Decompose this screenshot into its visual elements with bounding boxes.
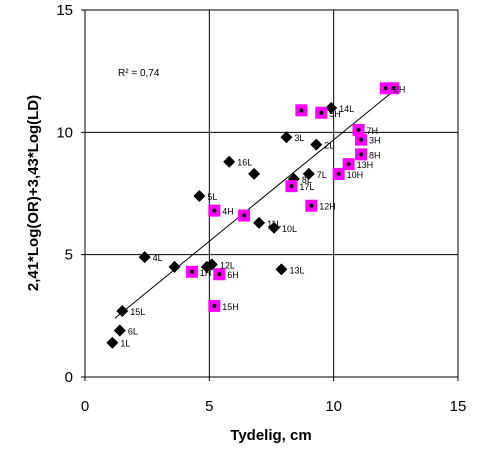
y-tick-label: 0	[65, 369, 73, 386]
y-tick-labels: 0 5 10 15	[56, 2, 73, 386]
square-marker-dot	[359, 137, 364, 142]
point-label: 6H	[227, 270, 239, 280]
diamond-marker	[116, 304, 129, 317]
square-marker-dot	[359, 152, 364, 157]
x-axis-title: Tydelig, cm	[230, 427, 311, 444]
y-tick-label: 5	[65, 247, 73, 264]
diamond-marker	[275, 263, 288, 276]
point-labels: 1L 6L 15L 4L 5L 12L 16L 11L 10L 13L 3L 8L 7L 2L 14L 1H 1…	[120, 84, 405, 348]
y-tick-label: 10	[56, 124, 73, 141]
point-label: 3L	[294, 133, 304, 143]
square-marker-dot	[299, 108, 304, 113]
point-label: 12L	[220, 260, 235, 270]
point-label: 5L	[207, 192, 217, 202]
diamond-marker	[168, 260, 181, 273]
square-marker-dot	[212, 208, 217, 213]
point-label: 8L	[302, 175, 312, 185]
square-marker-dot	[391, 86, 396, 91]
diamond-marker	[106, 336, 119, 349]
diamond-marker	[113, 324, 126, 337]
point-label: 10L	[282, 224, 297, 234]
point-label: 4L	[153, 253, 163, 263]
square-marker-dot	[336, 171, 341, 176]
square-marker-dot	[242, 213, 247, 218]
diamond-marker	[267, 221, 280, 234]
point-label: 13H	[357, 160, 374, 170]
point-label: 2L	[324, 141, 334, 151]
x-tick-label: 0	[81, 398, 89, 415]
point-label: 15H	[222, 302, 239, 312]
x-tick-label: 5	[205, 398, 213, 415]
y-tick-label: 15	[56, 2, 73, 19]
diamond-marker	[280, 131, 293, 144]
data-points	[106, 82, 400, 349]
diamond-marker	[248, 167, 261, 180]
point-label: 3H	[369, 136, 381, 146]
point-label: 10H	[347, 170, 364, 180]
point-label: 1H	[200, 268, 212, 278]
square-marker-dot	[212, 304, 217, 309]
point-label: 6L	[128, 327, 138, 337]
diamond-marker	[325, 101, 338, 114]
point-label: 16L	[237, 158, 252, 168]
plot-area	[84, 9, 459, 378]
diamond-marker	[253, 216, 266, 229]
point-label: 8H	[369, 150, 381, 160]
point-label: 14L	[339, 104, 354, 114]
point-label: 2H	[394, 84, 406, 94]
square-marker-dot	[319, 110, 324, 115]
point-label: 5H	[329, 109, 341, 119]
point-label: 15L	[130, 307, 145, 317]
r-squared-annotation: R² = 0,74	[118, 68, 160, 79]
diamond-marker	[310, 138, 323, 151]
point-label: 13L	[289, 265, 304, 275]
trendline	[114, 92, 392, 319]
diamond-marker	[193, 189, 206, 202]
square-marker-dot	[383, 86, 388, 91]
square-marker-dot	[346, 162, 351, 167]
square-marker-dot	[356, 127, 361, 132]
x-tick-label: 10	[325, 398, 342, 415]
x-tick-label: 15	[450, 398, 467, 415]
point-label: 7H	[367, 126, 379, 136]
diamond-marker	[302, 167, 315, 180]
square-marker-dot	[189, 269, 194, 274]
square-marker-dot	[309, 203, 314, 208]
point-label: 1L	[120, 339, 130, 349]
square-marker-dot	[217, 272, 222, 277]
diamond-marker	[205, 258, 218, 271]
diamond-marker	[138, 251, 151, 264]
square-marker-dot	[289, 184, 294, 189]
y-axis-title: 2,41*Log(OR)+3,43*Log(LD)	[25, 95, 42, 291]
point-label: 7L	[317, 170, 327, 180]
x-tick-labels: 0 5 10 15	[81, 398, 467, 415]
point-label: 11L	[267, 219, 281, 229]
point-label: 17L	[299, 182, 314, 192]
point-label: 12H	[319, 202, 336, 212]
point-label: 4H	[222, 207, 234, 217]
diamond-marker	[223, 155, 236, 168]
